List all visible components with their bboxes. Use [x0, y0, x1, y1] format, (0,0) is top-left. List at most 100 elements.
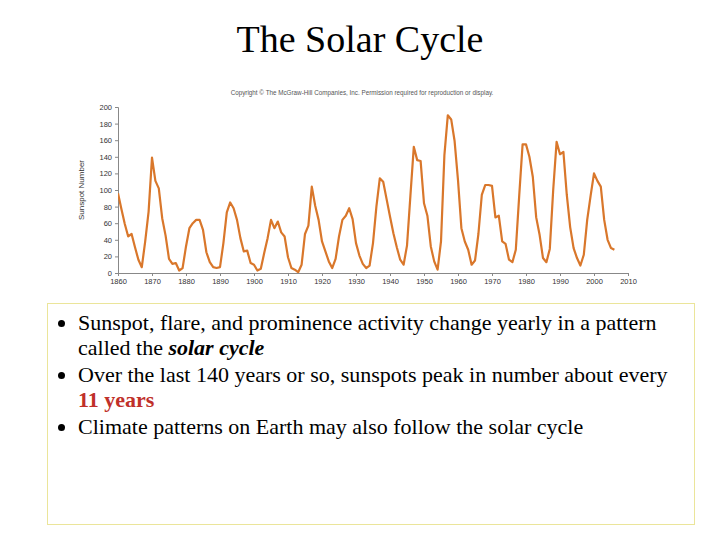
y-axis-title: Sunspot Number: [77, 160, 86, 220]
copyright: Copyright © The McGraw-Hill Companies, I…: [231, 89, 494, 97]
x-tick: 1910: [280, 273, 297, 286]
y-axis-line: [115, 108, 119, 274]
y-tick-mark: [115, 190, 118, 191]
y-tick: 80: [104, 203, 118, 212]
y-tick: 120: [99, 169, 118, 178]
x-tick: 1900: [246, 273, 263, 286]
x-tick: 1890: [212, 273, 229, 286]
x-tick-mark: [594, 273, 595, 276]
x-tick-label: 1940: [382, 277, 399, 286]
x-tick-label: 1930: [348, 277, 365, 286]
bullet-text: Climate patterns on Earth may also follo…: [78, 414, 583, 439]
y-tick: 160: [99, 136, 118, 145]
y-tick-label: 40: [104, 236, 112, 245]
x-tick-label: 1980: [518, 277, 535, 286]
x-tick-mark: [424, 273, 425, 276]
x-tick-label: 2000: [586, 277, 603, 286]
x-axis-line: [119, 274, 629, 277]
x-tick-mark: [458, 273, 459, 276]
x-tick-label: 1920: [314, 277, 331, 286]
x-tick-mark: [526, 273, 527, 276]
x-tick-label: 2010: [620, 277, 637, 286]
slide-title: The Solar Cycle: [237, 18, 484, 60]
x-tick: 1960: [450, 273, 467, 286]
y-tick: 40: [104, 236, 118, 245]
x-axis: 1860 1870 1880 1890 1900 1910 1920 1930 1940 1950…: [110, 273, 637, 286]
sunspot-line: [118, 115, 614, 272]
bullet-box: Sunspot, flare, and prominence activity …: [47, 303, 695, 525]
x-tick-mark: [220, 273, 221, 276]
bullet: Sunspot, flare, and prominence activity …: [78, 310, 684, 360]
x-tick-mark: [254, 273, 255, 276]
x-tick-mark: [118, 273, 119, 276]
x-tick: 2010: [620, 273, 637, 286]
x-tick-mark: [390, 273, 391, 276]
chart: The Solar Cycle Copyright © The McGraw-Hi…: [0, 0, 720, 300]
x-tick-mark: [356, 273, 357, 276]
x-tick: 1880: [178, 273, 195, 286]
x-tick: 1940: [382, 273, 399, 286]
x-tick: 1920: [314, 273, 331, 286]
x-tick: 1930: [348, 273, 365, 286]
bullet: Over the last 140 years or so, sunspots …: [78, 362, 684, 412]
y-tick-label: 80: [104, 203, 112, 212]
bullet: Climate patterns on Earth may also follo…: [78, 414, 684, 439]
x-tick-label: 1950: [416, 277, 433, 286]
y-tick-label: 100: [99, 186, 112, 195]
y-tick-mark: [115, 207, 118, 208]
x-tick-mark: [152, 273, 153, 276]
x-tick-mark: [628, 273, 629, 276]
bullet-text: 11 years: [78, 387, 154, 412]
x-tick: 1870: [144, 273, 161, 286]
slide: The Solar Cycle Copyright © The McGraw-Hi…: [0, 0, 720, 540]
y-tick: 180: [99, 120, 118, 129]
x-tick-label: 1880: [178, 277, 195, 286]
y-tick-label: 160: [99, 136, 112, 145]
bullet-text: solar cycle: [168, 335, 264, 360]
y-tick-mark: [115, 256, 118, 257]
x-tick-label: 1860: [110, 277, 127, 286]
x-tick-mark: [186, 273, 187, 276]
y-tick-mark: [115, 140, 118, 141]
y-tick: 200: [99, 103, 118, 112]
y-tick-mark: [115, 107, 118, 108]
bullet-text: Over the last 140 years or so, sunspots …: [78, 362, 668, 387]
x-tick-mark: [492, 273, 493, 276]
plot-area: [118, 115, 614, 272]
y-tick-label: 120: [99, 169, 112, 178]
x-tick: 1860: [110, 273, 127, 286]
y-tick-label: 200: [99, 103, 112, 112]
bullet-list: Sunspot, flare, and prominence activity …: [48, 304, 694, 439]
x-tick-label: 1910: [280, 277, 297, 286]
y-tick-mark: [115, 157, 118, 158]
x-tick-label: 1970: [484, 277, 501, 286]
x-tick-label: 1890: [212, 277, 229, 286]
y-tick-label: 20: [104, 252, 112, 261]
y-axis: 020406080100120140160180200: [99, 103, 118, 278]
x-tick: 1990: [552, 273, 569, 286]
y-tick-mark: [115, 273, 118, 274]
x-tick: 1970: [484, 273, 501, 286]
x-tick-mark: [288, 273, 289, 276]
x-tick-label: 1960: [450, 277, 467, 286]
x-tick-label: 1870: [144, 277, 161, 286]
bullet-text: Sunspot, flare, and prominence activity …: [78, 310, 657, 360]
y-tick: 60: [104, 219, 118, 228]
y-tick-mark: [115, 223, 118, 224]
y-tick-mark: [115, 240, 118, 241]
x-tick: 2000: [586, 273, 603, 286]
x-tick-label: 1990: [552, 277, 569, 286]
x-tick-mark: [560, 273, 561, 276]
y-tick: 100: [99, 186, 118, 195]
y-tick-mark: [115, 124, 118, 125]
y-tick-mark: [115, 173, 118, 174]
x-tick-mark: [322, 273, 323, 276]
x-tick: 1950: [416, 273, 433, 286]
y-tick: 140: [99, 153, 118, 162]
x-tick-label: 1900: [246, 277, 263, 286]
y-tick-label: 140: [99, 153, 112, 162]
y-tick: 20: [104, 252, 118, 261]
y-tick-label: 180: [99, 120, 112, 129]
x-tick: 1980: [518, 273, 535, 286]
y-tick-label: 60: [104, 219, 112, 228]
